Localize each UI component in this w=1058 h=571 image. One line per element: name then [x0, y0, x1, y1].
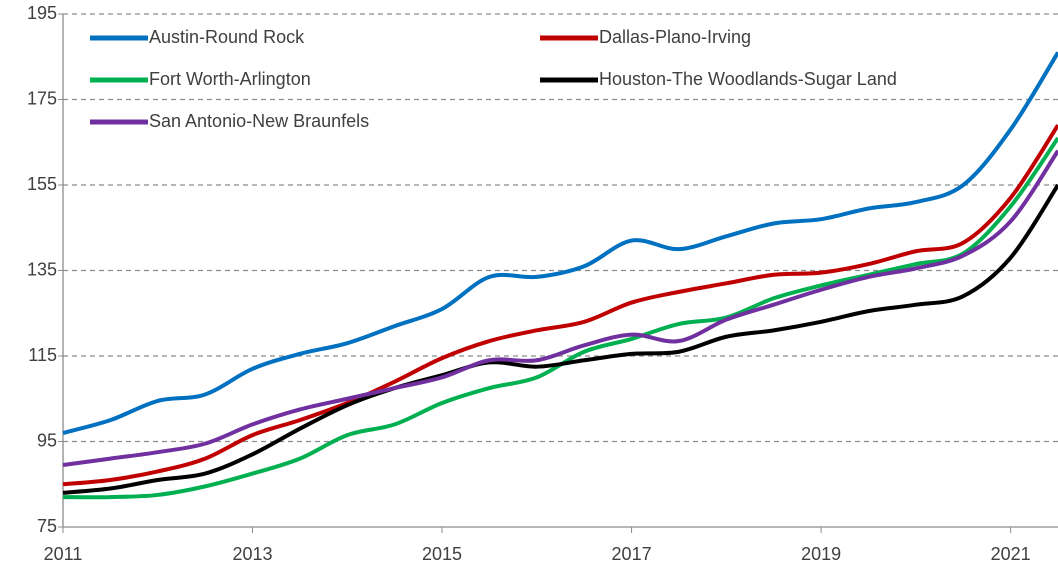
x-tick-label: 2021	[991, 544, 1031, 564]
series-line	[62, 51, 1058, 435]
x-tick-label: 2019	[801, 544, 841, 564]
y-tick-label: 75	[37, 516, 57, 536]
x-tick-label: 2015	[422, 544, 462, 564]
x-tick-label: 2017	[612, 544, 652, 564]
legend-label: San Antonio-New Braunfels	[149, 111, 369, 131]
series-line	[62, 136, 1058, 500]
y-tick-label: 175	[27, 88, 57, 108]
y-tick-label: 95	[37, 430, 57, 450]
series-line	[62, 124, 1058, 487]
legend-label: Dallas-Plano-Irving	[599, 27, 751, 47]
y-tick-label: 135	[27, 259, 57, 279]
legend-label: Fort Worth-Arlington	[149, 69, 311, 89]
x-tick-label: 2013	[233, 544, 273, 564]
legend-label: Austin-Round Rock	[149, 27, 305, 47]
series-line	[62, 149, 1058, 467]
x-tick-label: 2011	[44, 544, 83, 564]
y-tick-label: 115	[28, 345, 57, 365]
legend-label: Houston-The Woodlands-Sugar Land	[599, 69, 897, 89]
series-line	[62, 183, 1058, 495]
y-tick-label: 155	[27, 174, 57, 194]
y-tick-label: 195	[27, 3, 57, 23]
